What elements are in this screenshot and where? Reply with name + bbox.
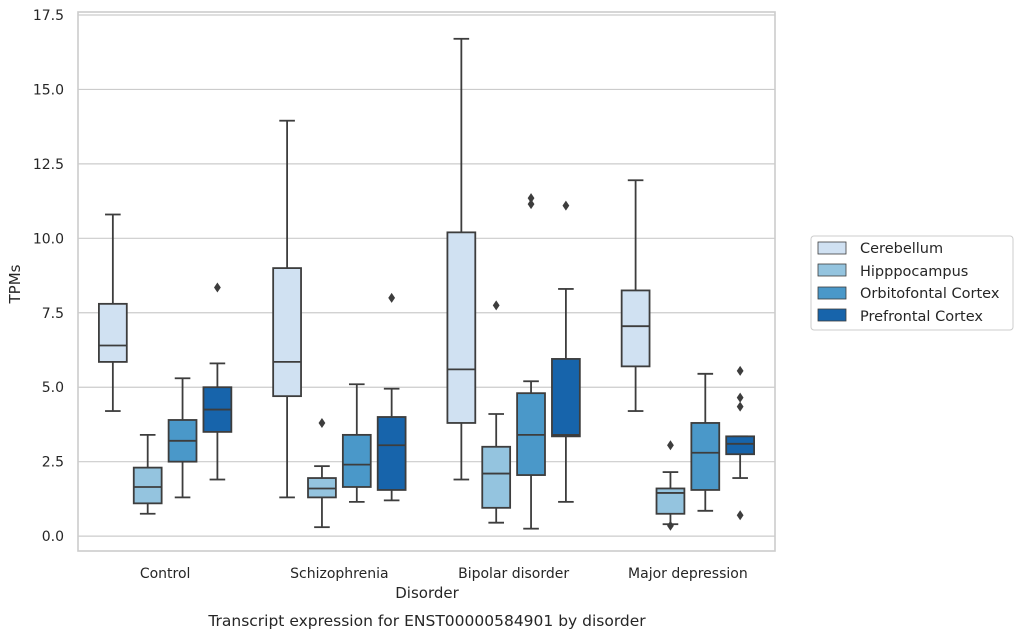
y-tick-label: 15.0 (33, 82, 64, 98)
box-iqr (725, 435, 755, 456)
outlier-point (388, 292, 396, 303)
outlier-point (214, 282, 221, 293)
x-tick-label: Schizophrenia (290, 566, 388, 582)
box-prefrontal-cortex-schizophrenia (376, 292, 407, 502)
outlier-point (667, 520, 674, 531)
outlier-point (736, 365, 744, 376)
outlier-point (736, 392, 744, 403)
legend-label-prefrontal-cortex: Prefrontal Cortex (860, 309, 983, 325)
outlier-point (736, 510, 744, 521)
legend-swatch-orbitofrontal-cortex (817, 286, 847, 300)
y-axis-title: TPMs (6, 264, 24, 304)
x-tick-labels: Control Schizophrenia Bipolar disorder Majo… (140, 566, 748, 582)
chart-title: Transcript expression for ENST0000058490… (207, 612, 646, 630)
box-orbitofontal-cortex-bipolar-disorder (516, 193, 546, 530)
box-orbitofontal-cortex-control (167, 377, 198, 499)
legend-label-orbitofrontal-cortex: Orbitofontal Cortex (860, 286, 1000, 302)
y-tick-label: 10.0 (33, 231, 64, 247)
legend-swatch-hippocampus (817, 263, 847, 277)
x-tick-label: Bipolar disorder (458, 566, 569, 582)
box-iqr (132, 466, 163, 505)
outlier-point (736, 401, 744, 412)
y-tick-label: 7.5 (42, 306, 64, 322)
box-iqr (446, 231, 477, 424)
box-cerebellum-schizophrenia (272, 119, 302, 499)
box-cerebellum-major-depression (620, 179, 651, 412)
y-tick-label: 0.0 (42, 529, 64, 545)
box-iqr (620, 289, 651, 368)
box-hipppocampus-control (132, 433, 163, 515)
legend: Cerebellum Hipppocampus Orbitofontal Cor… (810, 235, 1014, 331)
box-hipppocampus-schizophrenia (307, 417, 337, 529)
box-cerebellum-bipolar-disorder (446, 37, 477, 481)
outlier-point (318, 417, 326, 428)
box-iqr (376, 416, 407, 491)
outlier-point (527, 199, 535, 210)
outlier-point (562, 200, 570, 211)
box-iqr (690, 422, 721, 491)
y-tick-label: 12.5 (33, 157, 64, 173)
box-orbitofontal-cortex-major-depression (690, 372, 721, 512)
box-iqr (551, 358, 581, 438)
legend-swatch-prefrontal-cortex (817, 308, 847, 322)
legend-frame (810, 235, 1014, 331)
legend-swatch-cerebellum (817, 241, 847, 255)
box-orbitofontal-cortex-schizophrenia (341, 383, 372, 503)
box-prefrontal-cortex-major-depression (725, 365, 755, 521)
box-iqr (341, 433, 372, 488)
box-iqr (98, 302, 128, 363)
outlier-point (492, 300, 500, 311)
x-tick-label: Major depression (628, 566, 748, 582)
legend-label-hippocampus: Hipppocampus (860, 264, 968, 280)
y-tick-label: 2.5 (42, 455, 64, 471)
box-hipppocampus-bipolar-disorder (481, 300, 512, 524)
box-cerebellum-control (98, 213, 128, 412)
box-iqr (272, 267, 302, 398)
box-series (98, 37, 755, 531)
y-tick-label: 17.5 (33, 8, 64, 24)
legend-label-cerebellum: Cerebellum (860, 241, 943, 257)
x-axis-title: Disorder (395, 584, 459, 602)
y-tick-labels: 0.0 2.5 5.0 7.5 10.0 12.5 15.0 17.5 (33, 8, 64, 545)
outlier-point (667, 440, 674, 451)
box-prefrontal-cortex-bipolar-disorder (551, 200, 581, 503)
x-tick-label: Control (140, 566, 191, 582)
plot-frame (77, 11, 776, 552)
box-iqr (481, 445, 512, 509)
box-prefrontal-cortex-control (202, 282, 233, 481)
outlier-point (527, 193, 535, 204)
y-tick-label: 5.0 (42, 380, 64, 396)
box-hipppocampus-major-depression (655, 440, 686, 531)
plot-border (77, 11, 776, 552)
